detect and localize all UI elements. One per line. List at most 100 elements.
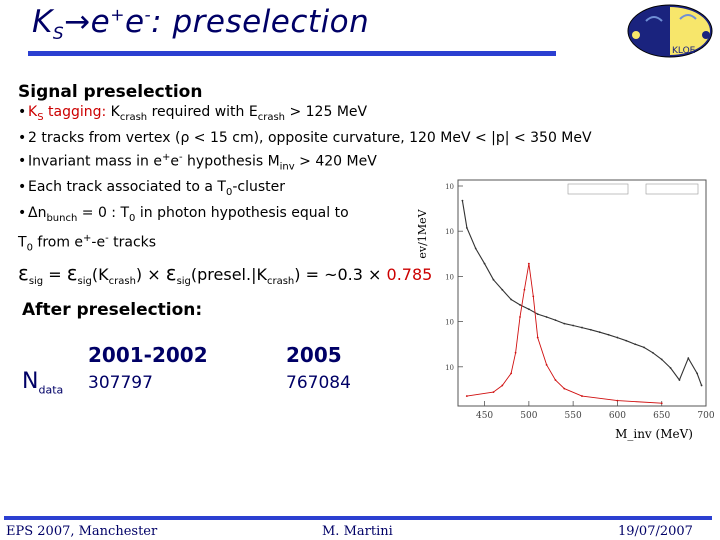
b3-sub: inv <box>279 161 295 173</box>
slide-title: KS→e+e-: preselection <box>32 4 369 44</box>
data-point <box>492 278 495 281</box>
data-point <box>616 336 619 339</box>
ndata-sub: data <box>38 383 64 397</box>
data-point <box>572 324 575 327</box>
b3-t3: hypothesis M <box>182 153 280 170</box>
b4-t2: -cluster <box>232 179 285 196</box>
title-arrow: → <box>64 4 91 40</box>
b6-t1: T <box>18 234 27 251</box>
signal-preselection: Signal preselection • KS tagging: Kcrash … <box>18 82 618 287</box>
footer-conference: EPS 2007, Manchester <box>6 524 158 539</box>
x-tick-label: 600 <box>609 411 626 421</box>
data-point <box>643 346 645 349</box>
data-point <box>634 343 637 346</box>
b3-sup2: - <box>179 151 183 163</box>
x-axis-label: M_inv (MeV) <box>615 427 693 441</box>
data-point <box>616 399 619 402</box>
b5-s2: 0 <box>129 212 136 224</box>
x-tick-label: 450 <box>476 411 493 421</box>
eq-red-value: 0.785 <box>381 265 433 285</box>
b5-t3: in photon hypothesis equal to <box>135 205 349 222</box>
eq-sub2: sig <box>77 276 92 288</box>
legend-box-1 <box>567 183 629 195</box>
bullet-dot: • <box>18 104 27 120</box>
series-line-1 <box>466 263 662 404</box>
title-s-sub: S <box>52 24 65 45</box>
data-point <box>514 351 517 354</box>
b3-t4: > 420 MeV <box>294 153 377 170</box>
eq-p5: ) = ~0.3 × <box>294 265 382 285</box>
data-point <box>510 298 513 301</box>
data-point <box>607 333 610 336</box>
data-point <box>483 262 486 265</box>
b5-t1: Δn <box>28 205 47 222</box>
title-minus: - <box>144 5 152 26</box>
kloe-logo: KLOE <box>627 4 713 58</box>
b4-sub: 0 <box>225 187 233 199</box>
b1-t2: required with E <box>147 104 258 120</box>
bullet-tracks: • 2 tracks from vertex (ρ < 15 cm), oppos… <box>18 128 618 148</box>
b6-sup2: - <box>105 232 109 244</box>
ndata-n: N <box>22 369 39 394</box>
data-point <box>501 384 504 387</box>
plot-frame <box>457 179 707 407</box>
data-point <box>669 367 672 369</box>
data-point <box>660 402 663 405</box>
b6-t4: tracks <box>108 234 157 251</box>
eq-p4: (presel.|K <box>190 265 267 285</box>
data-point <box>581 326 583 329</box>
y-tick-label: 10 <box>445 273 454 281</box>
b5-t2: = 0 : T <box>77 205 130 222</box>
y-tick-label: 10 <box>445 364 454 372</box>
bullet-dot: • <box>18 179 27 196</box>
b6-t2: from e <box>32 234 84 251</box>
b1-s2: crash <box>257 111 286 123</box>
b6-sub: 0 <box>26 242 33 254</box>
eq-eps3: ε <box>165 261 177 286</box>
ks-label: K <box>28 104 38 120</box>
eq-sub5: crash <box>266 276 295 288</box>
data-point <box>545 363 548 366</box>
eq-p1: = <box>43 265 67 285</box>
b4-t1: Each track associated to a T <box>28 179 226 196</box>
data-point <box>598 331 601 334</box>
bullet-invariant-mass: • Invariant mass in e+e- hypothesis Minv … <box>18 148 618 177</box>
ndata-2005: 767084 <box>286 373 351 393</box>
data-point <box>510 372 513 375</box>
data-point <box>519 316 521 318</box>
bullet-t0-cluster: • Each track associated to a T0-cluster <box>18 177 618 203</box>
ndata-2001: 307797 <box>88 373 153 393</box>
bullet-dot: • <box>18 153 27 170</box>
data-point <box>474 247 477 250</box>
y-tick-label: 10 <box>445 183 454 191</box>
col-header-2001: 2001-2002 <box>88 343 208 367</box>
bullet-dot: • <box>18 129 27 146</box>
data-point <box>563 387 566 390</box>
b5-s1: bunch <box>46 212 78 224</box>
series-line-0 <box>461 200 703 386</box>
title-plus: + <box>110 5 125 26</box>
title-underline <box>28 51 556 56</box>
eq-sub1: sig <box>28 276 44 288</box>
data-point <box>700 384 703 387</box>
y-axis-label: ev/1MeV <box>416 208 429 258</box>
logo-text: KLOE <box>672 46 696 56</box>
y-tick-label: 10 <box>445 228 454 236</box>
eq-eps2: ε <box>66 261 78 286</box>
footer-author: M. Martini <box>322 524 393 539</box>
eq-p3: ) × <box>135 265 166 285</box>
t0-tracks-line: T0 from e+-e- tracks <box>18 229 618 258</box>
data-point <box>554 379 557 381</box>
b1-t3: > 125 MeV <box>285 104 368 120</box>
data-point <box>465 395 468 397</box>
title-rest: : preselection <box>151 4 370 40</box>
data-point <box>581 395 583 397</box>
data-point <box>492 391 495 393</box>
b3-t1: Invariant mass in e <box>28 153 162 170</box>
eq-eps1: ε <box>18 261 29 286</box>
data-point <box>687 357 690 360</box>
data-point <box>465 226 468 229</box>
data-point <box>545 316 548 318</box>
title-e1: e <box>90 4 111 40</box>
data-point <box>554 319 557 322</box>
